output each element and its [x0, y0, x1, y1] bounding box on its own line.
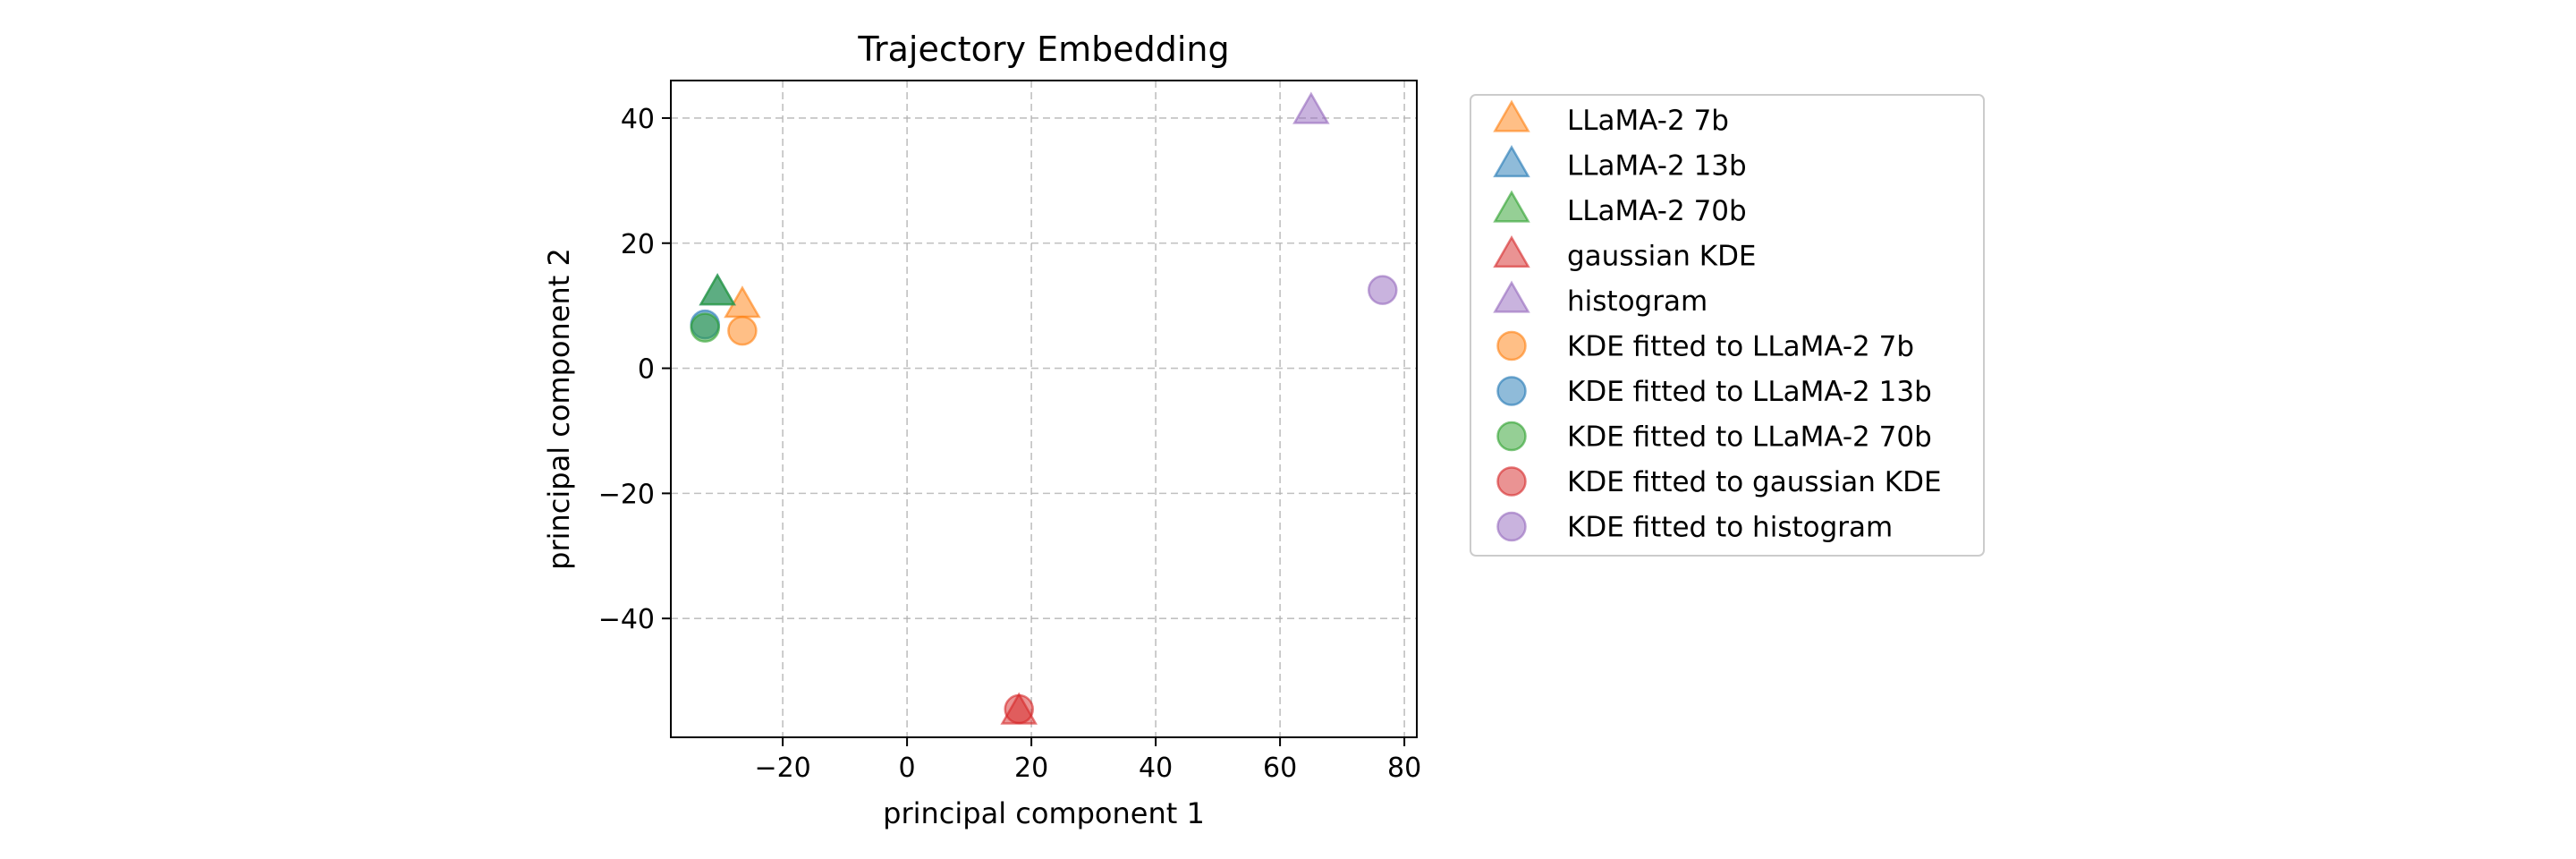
y-tick-label-2: 0 — [638, 354, 655, 386]
legend-label-3: gaussian KDE — [1567, 241, 1757, 273]
legend-marker-9 — [1496, 511, 1527, 542]
legend-marker-6 — [1496, 376, 1527, 406]
y-axis-label: principal component 2 — [542, 248, 576, 570]
x-axis-label: principal component 1 — [883, 796, 1205, 830]
legend-box — [1470, 94, 1985, 557]
y-tick-label-3: 20 — [621, 229, 655, 260]
legend-label-9: KDE fitted to histogram — [1567, 512, 1893, 544]
legend-label-1: LLaMA-2 13b — [1567, 150, 1747, 183]
axis-ticks: −20 0 20 40 60 80 −40 −20 0 20 40 — [598, 104, 1422, 784]
y-tick-label-1: −20 — [598, 479, 655, 510]
x-tick-label-4: 60 — [1263, 753, 1297, 784]
legend-label-5: KDE fitted to LLaMA-2 7b — [1567, 331, 1914, 363]
legend-marker-8 — [1496, 466, 1527, 497]
grid-lines — [671, 81, 1417, 737]
chart-title: Trajectory Embedding — [857, 30, 1229, 69]
legend: LLaMA-2 7b LLaMA-2 13b LLaMA-2 70b gaussian… — [1470, 94, 1985, 557]
point-circle-series-9-0 — [1368, 275, 1398, 305]
point-triangle-series-2-0 — [699, 273, 736, 306]
legend-marker-7 — [1496, 421, 1527, 452]
legend-label-6: KDE fitted to LLaMA-2 13b — [1567, 376, 1932, 408]
y-tick-label-0: −40 — [598, 604, 655, 635]
x-tick-label-1: 0 — [899, 753, 916, 784]
legend-label-7: KDE fitted to LLaMA-2 70b — [1567, 421, 1932, 454]
x-tick-label-0: −20 — [754, 753, 810, 784]
x-tick-label-2: 20 — [1014, 753, 1048, 784]
x-tick-label-5: 80 — [1387, 753, 1421, 784]
point-circle-series-5-0 — [727, 315, 758, 346]
legend-label-2: LLaMA-2 70b — [1567, 195, 1747, 227]
legend-marker-4 — [1493, 280, 1530, 313]
legend-marker-0 — [1493, 99, 1530, 132]
plot-frame — [670, 80, 1418, 738]
point-circle-series-7-0 — [690, 312, 720, 343]
y-tick-label-4: 40 — [621, 104, 655, 135]
point-triangle-series-4-0 — [1292, 91, 1330, 124]
legend-label-0: LLaMA-2 7b — [1567, 105, 1729, 137]
legend-marker-3 — [1493, 234, 1530, 268]
point-circle-series-8-0 — [1004, 693, 1034, 725]
data-points — [690, 91, 1398, 725]
legend-marker-1 — [1493, 144, 1530, 178]
legend-label-8: KDE fitted to gaussian KDE — [1567, 466, 1942, 498]
legend-label-4: histogram — [1567, 285, 1707, 318]
legend-marker-2 — [1493, 190, 1530, 223]
x-tick-label-3: 40 — [1139, 753, 1173, 784]
legend-marker-5 — [1496, 330, 1527, 361]
